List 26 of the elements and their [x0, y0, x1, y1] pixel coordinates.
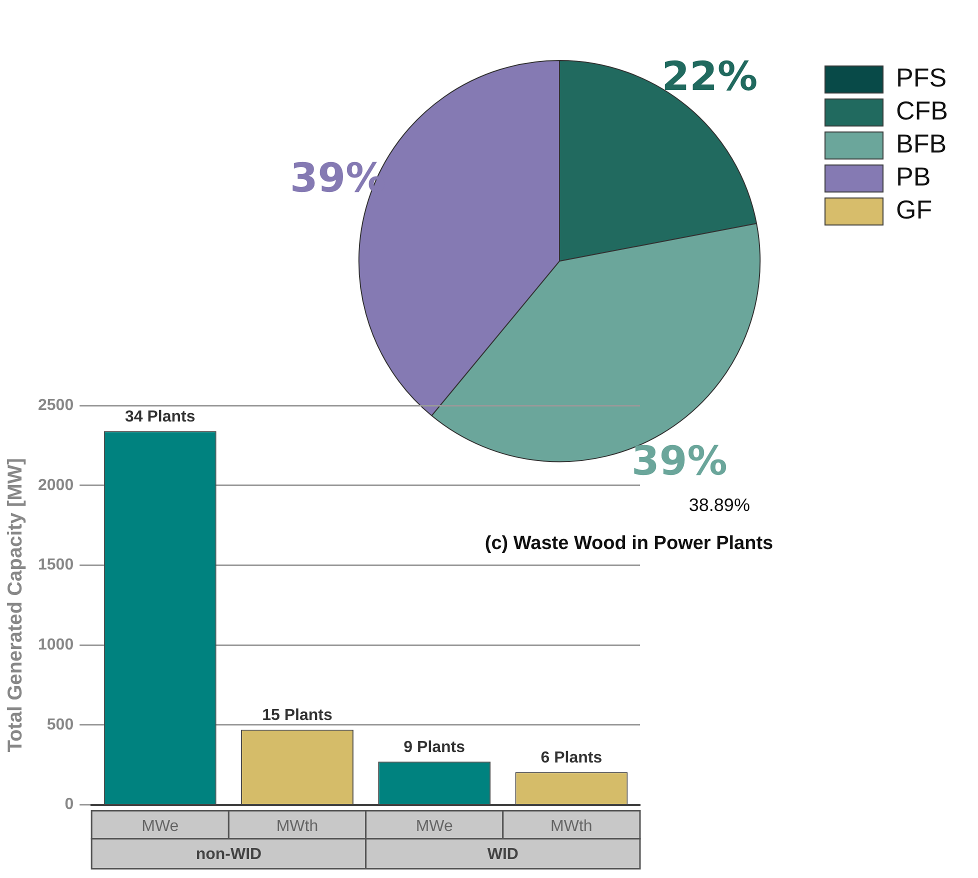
y-axis-title: Total Generated Capacity [MW] [4, 458, 27, 752]
data-label: 39% [632, 438, 728, 484]
data-label: 22% [662, 54, 758, 100]
text: (c) Waste Wood in Power Plants [484, 532, 774, 554]
legend-label: PB [896, 162, 931, 192]
annotation: 15 Plants [262, 707, 332, 724]
legend-label: GF [896, 194, 932, 225]
legend-label: BFB [896, 128, 947, 159]
annotation: 6 Plants [540, 749, 602, 766]
y-tick-label: 1500 [38, 556, 74, 574]
x-tick-label: MWth [276, 818, 318, 835]
text: 38.89% [688, 494, 750, 515]
x-tick-label: MWe [416, 818, 453, 835]
annotation: 34 Plants [125, 408, 196, 426]
y-tick-label: 1000 [38, 636, 74, 654]
legend-label: CFB [896, 96, 948, 126]
text: non-WID [196, 846, 262, 864]
legend-label: PFS [896, 62, 947, 93]
y-tick-label: 2000 [38, 476, 74, 494]
y-tick-label: 500 [46, 716, 74, 734]
annotation: 9 Plants [404, 739, 466, 756]
x-tick-label: MWth [550, 818, 592, 835]
x-tick-label: MWe [142, 818, 179, 835]
y-tick-label: 2500 [38, 397, 74, 414]
text: WID [487, 846, 518, 864]
y-tick-label: 0 [64, 796, 74, 814]
